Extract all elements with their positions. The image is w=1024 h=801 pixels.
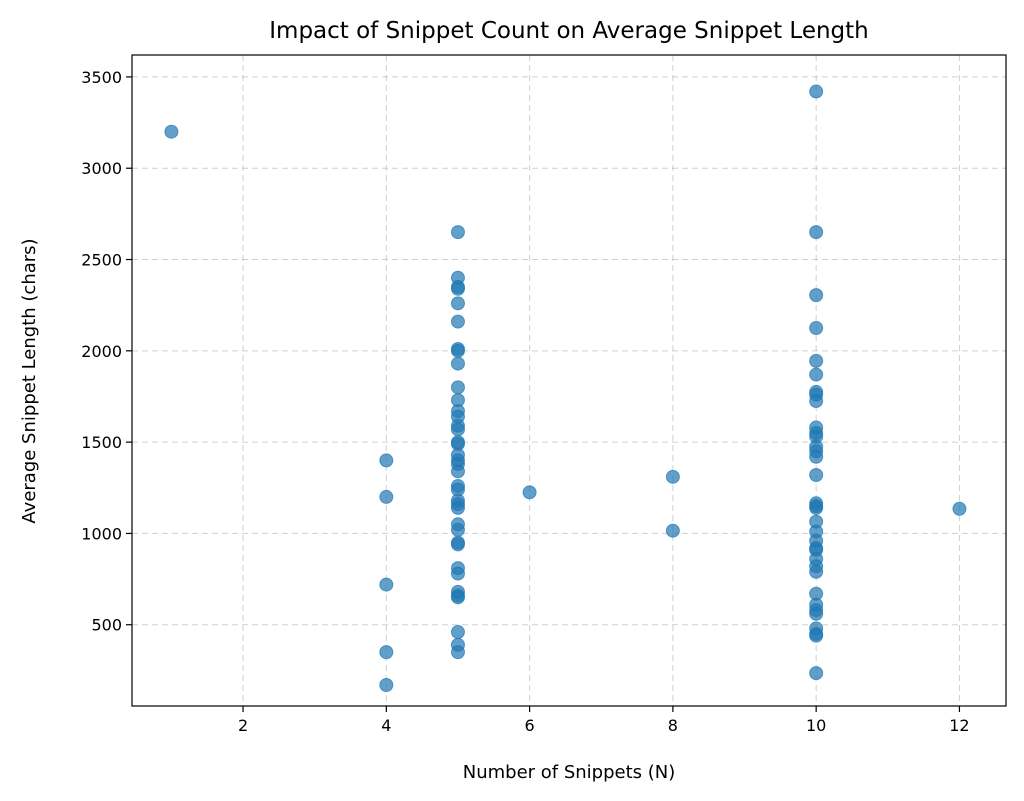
data-point xyxy=(665,469,680,484)
x-tick-label: 8 xyxy=(668,716,678,735)
x-tick-label: 12 xyxy=(949,716,969,735)
data-point xyxy=(379,489,394,504)
data-point xyxy=(450,522,465,537)
data-point xyxy=(450,500,465,515)
data-point xyxy=(379,678,394,692)
x-tick-label: 4 xyxy=(381,716,391,735)
y-tick-label: 1500 xyxy=(81,433,122,452)
x-tick-label: 2 xyxy=(238,716,248,735)
data-point xyxy=(450,422,465,437)
y-axis-label: Average Snippet Length (chars) xyxy=(19,238,40,523)
data-point xyxy=(450,625,465,640)
data-point xyxy=(809,367,824,382)
data-point xyxy=(809,500,824,515)
data-point xyxy=(665,523,680,538)
data-point xyxy=(809,394,824,409)
data-point xyxy=(379,453,394,468)
data-point xyxy=(450,537,465,552)
y-tick-label: 2500 xyxy=(81,251,122,270)
data-point xyxy=(450,380,465,395)
data-point xyxy=(809,353,824,368)
data-point xyxy=(450,464,465,479)
data-point xyxy=(809,468,824,482)
y-tick-label: 3500 xyxy=(81,68,122,87)
data-point xyxy=(809,449,824,464)
data-point xyxy=(379,645,394,660)
points-layer xyxy=(164,84,967,692)
chart-title: Impact of Snippet Count on Average Snipp… xyxy=(269,18,869,44)
data-point xyxy=(809,606,824,621)
data-point xyxy=(450,343,465,358)
data-point xyxy=(450,356,465,371)
y-tick-label: 500 xyxy=(91,616,122,635)
y-tick-label: 2000 xyxy=(81,342,122,361)
y-tick-label: 3000 xyxy=(81,159,122,178)
data-point xyxy=(164,124,179,139)
ticks-layer: 2 4 6 8 10 12 500 1000 1500 2000 2500 3000 3500 xyxy=(81,68,969,735)
data-point xyxy=(450,645,465,660)
data-point xyxy=(809,225,824,240)
data-point xyxy=(450,281,465,296)
x-axis-label: Number of Snippets (N) xyxy=(463,762,676,783)
y-tick-label: 1000 xyxy=(81,524,122,543)
data-point xyxy=(809,288,824,303)
x-tick-label: 6 xyxy=(525,716,535,735)
plot-frame xyxy=(131,54,1007,707)
x-tick-label: 10 xyxy=(806,716,826,735)
data-point xyxy=(809,84,824,99)
grid-layer xyxy=(132,55,1006,706)
data-point xyxy=(952,501,967,516)
data-point xyxy=(450,296,465,311)
data-point xyxy=(522,485,537,500)
data-point xyxy=(450,225,465,240)
data-point xyxy=(450,314,465,329)
data-point xyxy=(809,564,824,579)
data-point xyxy=(809,628,824,643)
data-point xyxy=(450,566,465,581)
data-point xyxy=(379,577,394,592)
data-point xyxy=(450,590,465,605)
data-point xyxy=(809,666,824,681)
data-point xyxy=(809,321,824,335)
